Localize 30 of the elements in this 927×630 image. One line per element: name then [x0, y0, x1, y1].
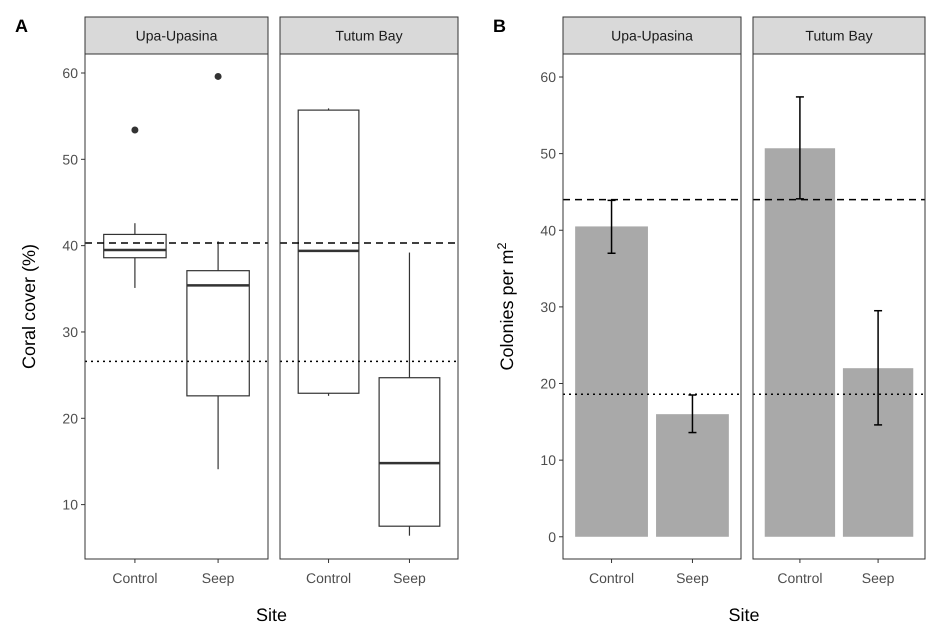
y-tick-label: 0 [548, 528, 556, 545]
text: A [15, 16, 28, 36]
y-tick-label: 40 [62, 238, 78, 254]
x-tick-label: Control [112, 570, 158, 586]
x-tick-label: Control [588, 570, 634, 586]
y-tick-label: 50 [540, 146, 556, 162]
x-tick-label: Seep [862, 570, 895, 586]
y-tick-label: 20 [62, 410, 78, 426]
x-axis-title: Site [256, 605, 288, 625]
y-tick-label: 10 [62, 496, 78, 513]
y-tick-label: 60 [62, 64, 78, 81]
chart-title: Tutum Bay [805, 28, 873, 44]
x-axis-title: Site [728, 605, 760, 625]
x-tick-label: Seep [676, 570, 710, 586]
text: B [493, 16, 506, 36]
y-tick-label: 30 [62, 324, 78, 340]
x-tick-label: Control [777, 570, 822, 586]
y-tick-label: 50 [62, 151, 78, 168]
chart-title: Tutum Bay [335, 28, 403, 44]
x-tick-label: Seep [202, 570, 235, 586]
y-tick-label: 60 [540, 68, 556, 85]
chart-title: Upa-Upasina [136, 28, 218, 44]
x-tick-label: Control [306, 570, 352, 586]
y-tick-label: 10 [540, 452, 556, 468]
y-axis-title: Coral cover (%) [19, 244, 39, 370]
chart-title: Upa-Upasina [611, 28, 694, 44]
y-tick-label: 30 [540, 298, 556, 315]
x-tick-label: Seep [393, 570, 426, 586]
y-tick-label: 40 [540, 222, 556, 238]
y-tick-label: 20 [540, 376, 556, 392]
